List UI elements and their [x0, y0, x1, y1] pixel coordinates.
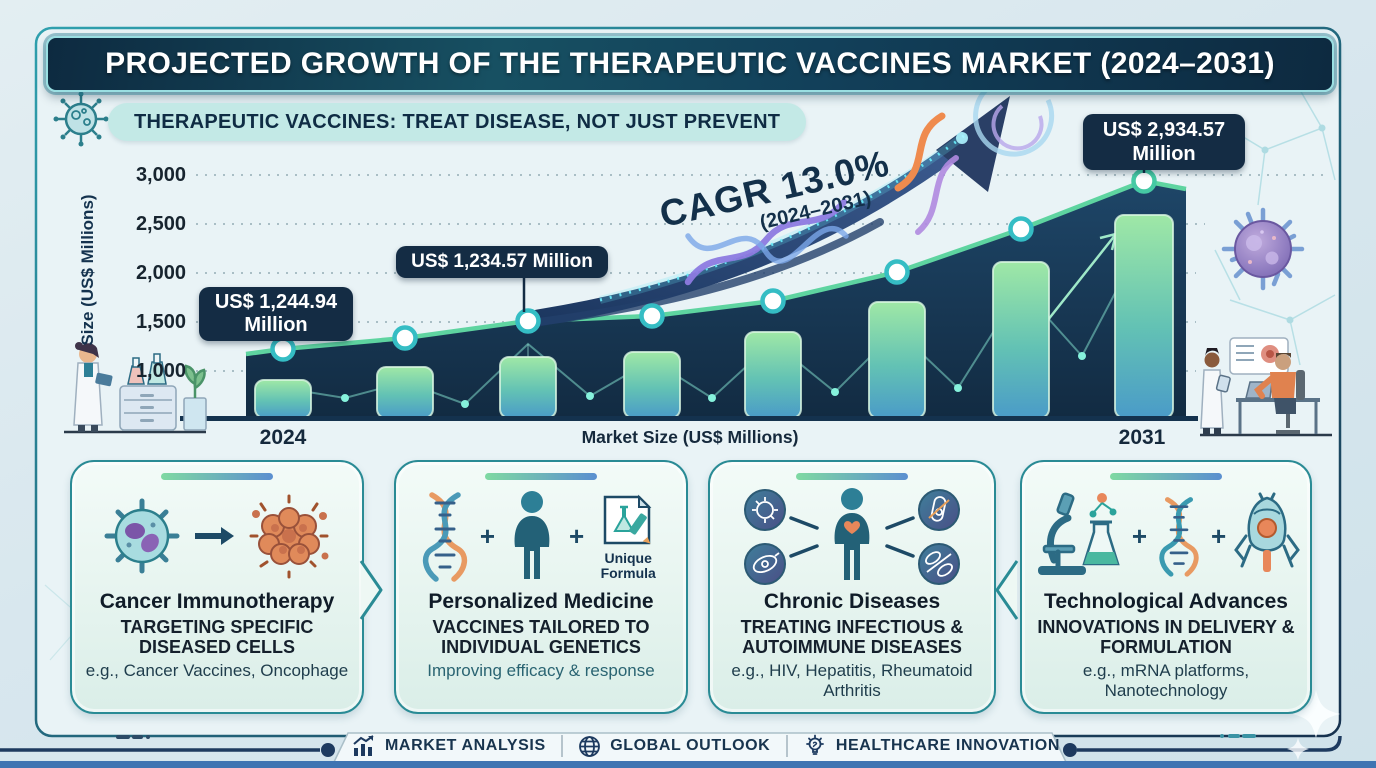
market-size-bars — [254, 214, 1174, 419]
line-markers — [270, 168, 1157, 362]
purple-virus-icon — [1221, 207, 1305, 291]
doctor-patient-illustration — [1200, 337, 1332, 437]
bar-2028 — [744, 331, 802, 419]
frame-dash-decoration — [116, 734, 1256, 739]
bar-2029 — [868, 301, 926, 419]
bar-2024 — [254, 379, 312, 419]
scientist-left-illustration — [64, 342, 207, 434]
x-axis-line — [180, 416, 1198, 421]
bar-2027 — [623, 351, 681, 419]
swirl-decoration — [973, 86, 1055, 157]
market-growth-area — [246, 181, 1186, 417]
bar-2031 — [1114, 214, 1174, 419]
dna-ribbon-decoration — [684, 112, 959, 286]
area-edge-line — [245, 178, 1187, 357]
sparkle-decoration — [1287, 690, 1340, 760]
footer-connector — [0, 732, 1342, 763]
bar-2025 — [376, 366, 434, 419]
bottom-accent-strip — [0, 761, 1376, 768]
bar-2026 — [499, 356, 557, 419]
virus-icon — [53, 91, 109, 147]
bar-2030 — [992, 261, 1050, 419]
